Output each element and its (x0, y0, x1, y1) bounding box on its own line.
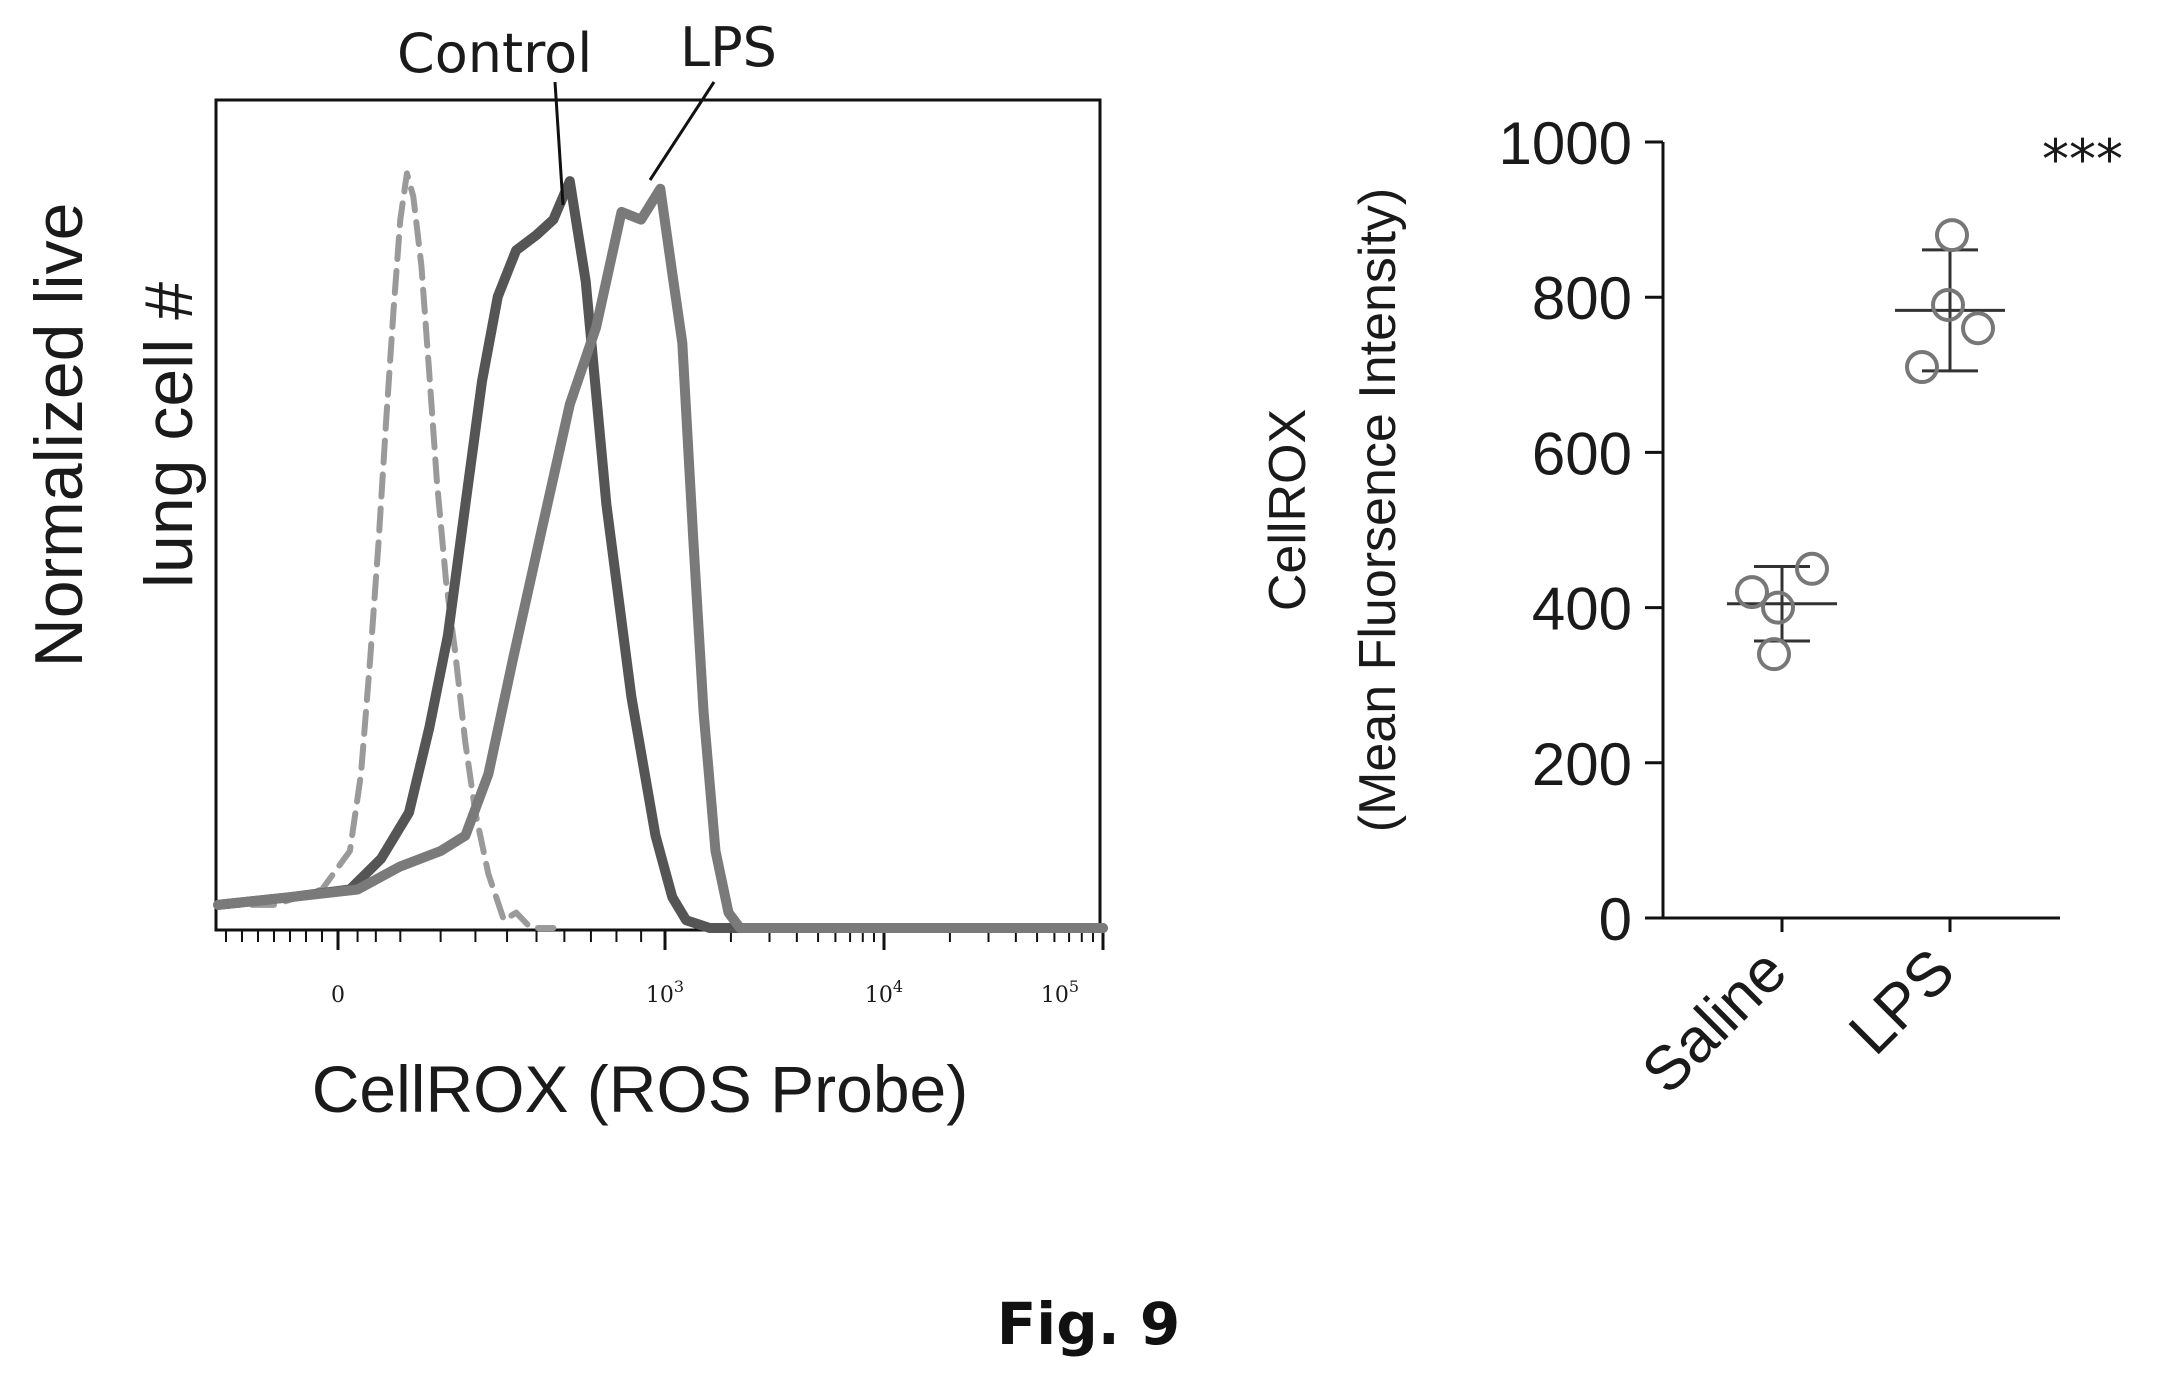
annotation-lps-leader (648, 81, 716, 181)
histogram-x-axis-title: CellROX (ROS Probe) (312, 1052, 969, 1126)
dotplot-y-tick-label: 1000 (1499, 110, 1632, 177)
data-point-lps (1961, 311, 1995, 346)
data-point-saline (1761, 590, 1795, 625)
data-point-lps (1905, 350, 1939, 385)
histogram-plot-frame (214, 98, 1102, 932)
dotplot-y-tick-label: 0 (1599, 886, 1632, 953)
dotplot-groups (1727, 218, 2005, 932)
histogram-x-tick-label-0: 0 (331, 983, 345, 1008)
data-point-saline (1757, 637, 1791, 672)
figure-caption: Fig. 9 (996, 1290, 1181, 1358)
histogram-series-unlabeled-dashed (215, 170, 557, 931)
dotplot-y-tick-label: 800 (1532, 265, 1632, 332)
annotation-lps-label: LPS (680, 16, 777, 79)
significance-stars: *** (2042, 128, 2123, 191)
dotplot-y-tick-label: 600 (1532, 420, 1632, 487)
dotplot-panel: 0 200 400 600 800 1000 CellROX (Mean Fluorsen… (1259, 110, 2123, 1107)
histogram-series-control (213, 176, 1108, 933)
histogram-x-tick-labels: 0 103 104 105 (331, 977, 1079, 1008)
histogram-y-axis-title-line2: lung cell # (131, 282, 207, 588)
dotplot-category-saline: Saline (1629, 936, 1800, 1107)
histogram-series-lps (213, 183, 1108, 933)
histogram-x-tick-label-1000: 103 (646, 977, 684, 1008)
data-point-lps (1935, 218, 1969, 253)
annotation-control-label: Control (397, 22, 592, 85)
data-point-lps (1931, 287, 1965, 322)
histogram-x-tick-label-10000: 104 (865, 977, 903, 1008)
histogram-x-ticks (225, 930, 1105, 950)
dotplot-y-axis-title-line2: (Mean Fluorsence Intensity) (1349, 188, 1407, 833)
histogram-series (213, 170, 1108, 933)
histogram-panel: Normalized live lung cell # CellROX (ROS… (21, 16, 1108, 1126)
histogram-y-axis-title-line1: Normalized live (21, 203, 97, 668)
dotplot-category-lps: LPS (1836, 936, 1968, 1068)
histogram-x-tick-label-100000: 105 (1041, 977, 1079, 1008)
data-point-saline (1735, 575, 1769, 610)
dotplot-y-tick-label: 200 (1532, 731, 1632, 798)
annotation-control-leader (553, 81, 565, 206)
dotplot-y-axis-title-line1: CellROX (1259, 409, 1317, 611)
data-point-saline (1795, 551, 1829, 586)
dotplot-y-tick-label: 400 (1532, 576, 1632, 643)
dotplot-y-ticks: 0 200 400 600 800 1000 (1499, 110, 1663, 953)
